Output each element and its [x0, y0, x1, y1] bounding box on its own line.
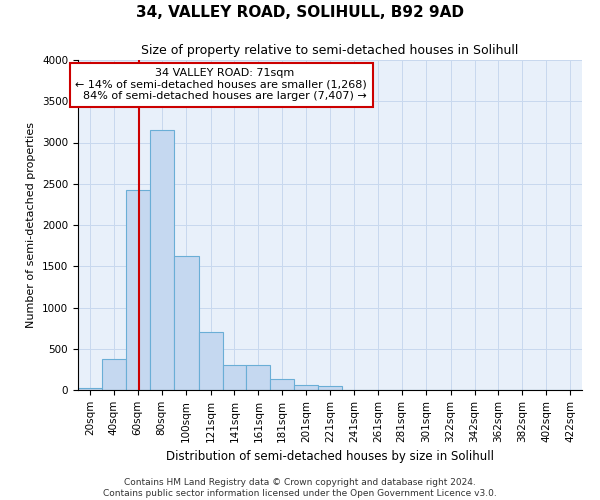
- Bar: [102, 358, 126, 390]
- Bar: [318, 386, 342, 390]
- Bar: [78, 388, 102, 390]
- Title: Size of property relative to semi-detached houses in Solihull: Size of property relative to semi-detach…: [142, 44, 518, 58]
- Text: 34 VALLEY ROAD: 71sqm
← 14% of semi-detached houses are smaller (1,268)
  84% of: 34 VALLEY ROAD: 71sqm ← 14% of semi-deta…: [76, 68, 367, 102]
- Bar: [247, 365, 270, 390]
- Bar: [149, 130, 173, 390]
- Bar: [294, 385, 318, 390]
- Bar: [223, 365, 247, 390]
- Bar: [270, 380, 294, 390]
- Text: 34, VALLEY ROAD, SOLIHULL, B92 9AD: 34, VALLEY ROAD, SOLIHULL, B92 9AD: [136, 5, 464, 20]
- Y-axis label: Number of semi-detached properties: Number of semi-detached properties: [26, 122, 37, 328]
- Bar: [126, 190, 149, 390]
- Bar: [173, 256, 199, 390]
- Bar: [199, 332, 223, 390]
- Text: Contains HM Land Registry data © Crown copyright and database right 2024.
Contai: Contains HM Land Registry data © Crown c…: [103, 478, 497, 498]
- X-axis label: Distribution of semi-detached houses by size in Solihull: Distribution of semi-detached houses by …: [166, 450, 494, 463]
